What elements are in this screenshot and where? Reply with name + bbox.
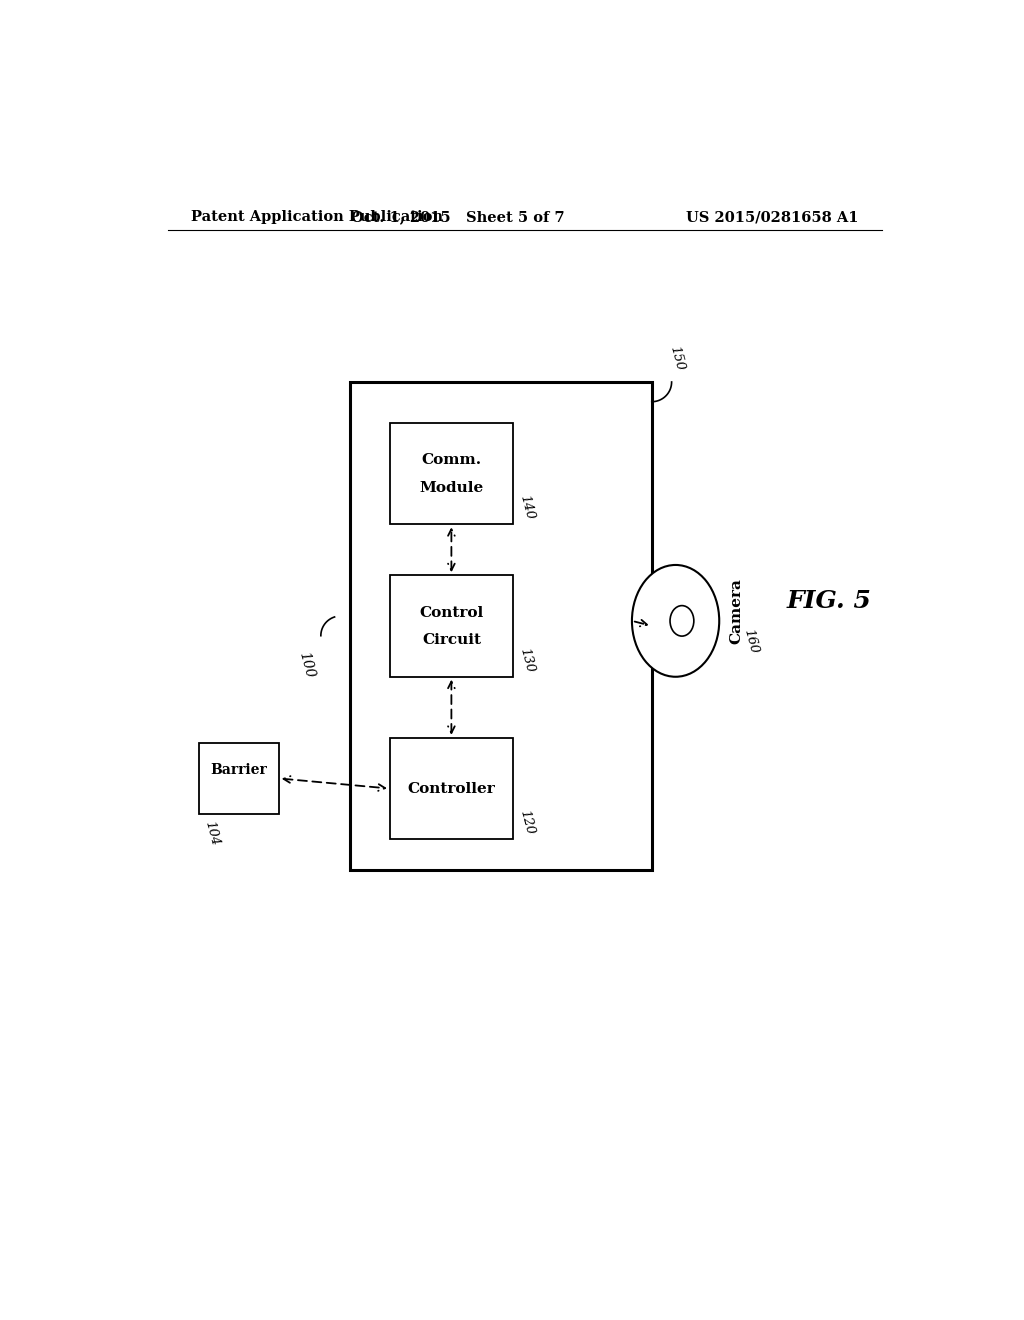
Bar xyxy=(350,381,652,870)
Text: Comm.: Comm. xyxy=(421,453,481,467)
Text: Barrier: Barrier xyxy=(211,763,267,777)
Text: Patent Application Publication: Patent Application Publication xyxy=(191,210,443,224)
Text: Module: Module xyxy=(419,480,483,495)
Text: 150: 150 xyxy=(668,345,687,372)
Text: Circuit: Circuit xyxy=(422,634,481,647)
Text: Camera: Camera xyxy=(730,578,743,644)
Bar xyxy=(200,743,279,814)
Circle shape xyxy=(670,606,694,636)
Text: Control: Control xyxy=(419,606,483,619)
Bar xyxy=(390,576,513,677)
Circle shape xyxy=(632,565,719,677)
Text: 130: 130 xyxy=(517,645,536,673)
Text: Controller: Controller xyxy=(408,781,496,796)
Text: 100: 100 xyxy=(296,651,316,680)
Text: 120: 120 xyxy=(517,809,536,837)
Text: Oct. 1, 2015   Sheet 5 of 7: Oct. 1, 2015 Sheet 5 of 7 xyxy=(350,210,564,224)
Text: 140: 140 xyxy=(517,494,536,521)
Bar xyxy=(390,422,513,524)
Text: 160: 160 xyxy=(741,627,761,655)
Text: FIG. 5: FIG. 5 xyxy=(786,589,871,612)
Text: US 2015/0281658 A1: US 2015/0281658 A1 xyxy=(686,210,858,224)
Bar xyxy=(390,738,513,840)
Text: 104: 104 xyxy=(202,818,221,846)
